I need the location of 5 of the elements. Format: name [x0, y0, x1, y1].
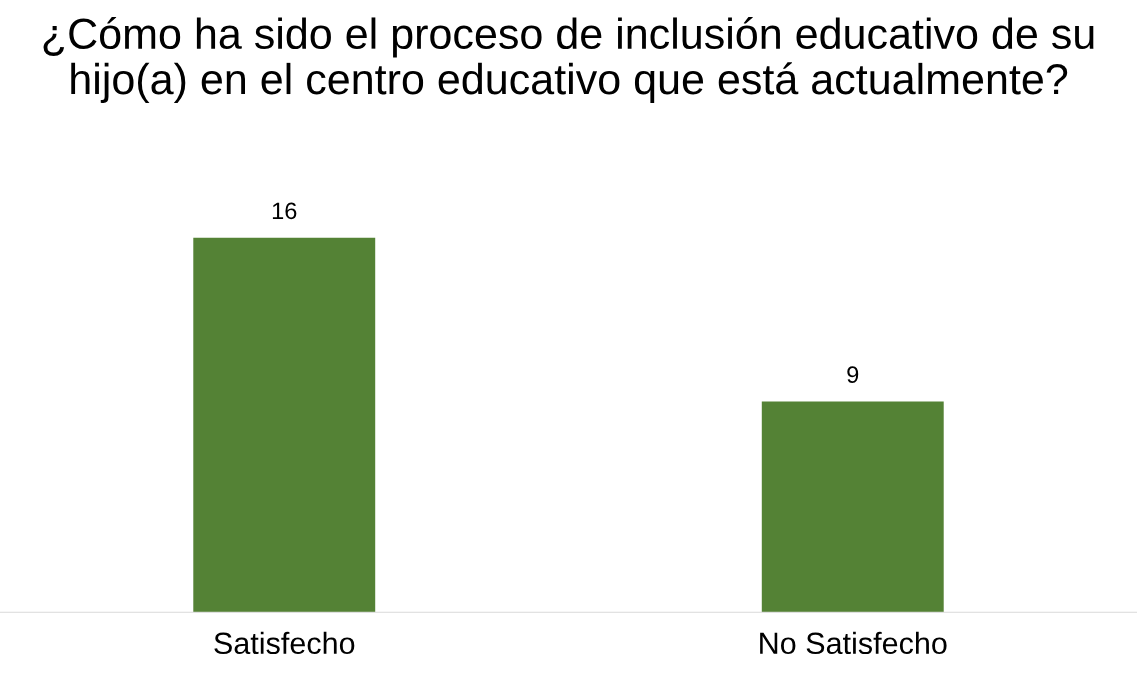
- data-label: 16: [272, 202, 297, 220]
- x-tick-label: Satisfecho: [214, 631, 355, 655]
- x-tick-label: No Satisfecho: [760, 631, 947, 655]
- data-label: 9: [847, 366, 859, 384]
- chart-title: ¿Cómo ha sido el proceso de inclusión educativo de su hijo(a) en el centro educativo que está actualmente?: [43, 16, 1094, 103]
